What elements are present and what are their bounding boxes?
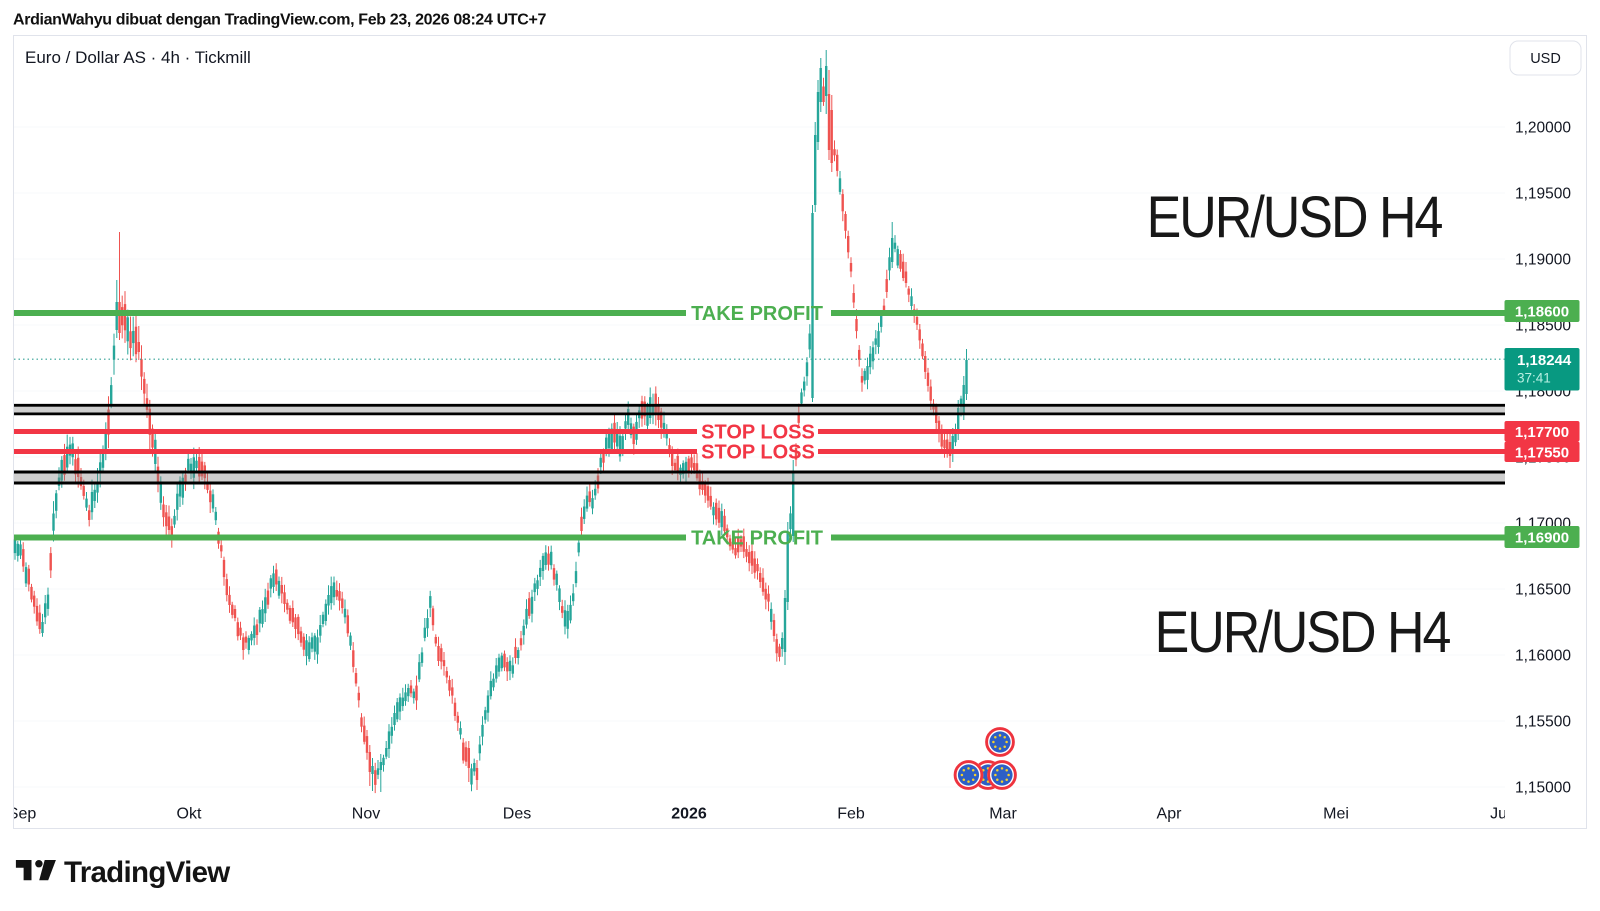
svg-text:Des: Des bbox=[503, 806, 531, 823]
svg-text:TAKE PROFIT: TAKE PROFIT bbox=[691, 303, 823, 325]
svg-text:37:41: 37:41 bbox=[1517, 371, 1551, 386]
svg-text:1,15000: 1,15000 bbox=[1515, 780, 1571, 797]
svg-text:1,16500: 1,16500 bbox=[1515, 582, 1571, 599]
svg-text:Nov: Nov bbox=[352, 806, 380, 823]
svg-text:USD: USD bbox=[1530, 51, 1561, 67]
svg-text:1,19500: 1,19500 bbox=[1515, 186, 1571, 203]
svg-text:1,16000: 1,16000 bbox=[1515, 648, 1571, 665]
svg-text:Mei: Mei bbox=[1323, 806, 1349, 823]
svg-text:Apr: Apr bbox=[1157, 806, 1183, 823]
svg-text:STOP LOSS: STOP LOSS bbox=[701, 442, 815, 464]
svg-text:Sep: Sep bbox=[8, 806, 37, 823]
svg-text:2026: 2026 bbox=[671, 806, 707, 823]
svg-text:TradingView: TradingView bbox=[64, 856, 230, 889]
svg-text:1,18600: 1,18600 bbox=[1515, 304, 1569, 321]
svg-text:1,17550: 1,17550 bbox=[1515, 445, 1569, 462]
svg-text:EUR/USD H4: EUR/USD H4 bbox=[1147, 184, 1443, 249]
svg-text:Euro / Dollar AS · 4h · Tickmi: Euro / Dollar AS · 4h · Tickmill bbox=[25, 48, 251, 67]
svg-text:Mar: Mar bbox=[989, 806, 1017, 823]
svg-text:ArdianWahyu dibuat dengan Trad: ArdianWahyu dibuat dengan TradingView.co… bbox=[13, 12, 546, 29]
svg-text:Jun: Jun bbox=[1490, 806, 1516, 823]
svg-text:1,19000: 1,19000 bbox=[1515, 252, 1571, 269]
svg-text:STOP LOSS: STOP LOSS bbox=[701, 422, 815, 444]
svg-text:1,18244: 1,18244 bbox=[1517, 352, 1572, 369]
svg-text:EUR/USD H4: EUR/USD H4 bbox=[1155, 599, 1451, 664]
svg-text:1,20000: 1,20000 bbox=[1515, 120, 1571, 137]
svg-text:1,15500: 1,15500 bbox=[1515, 714, 1571, 731]
svg-text:Okt: Okt bbox=[177, 806, 202, 823]
svg-text:TAKE PROFIT: TAKE PROFIT bbox=[691, 528, 823, 550]
svg-text:1,16900: 1,16900 bbox=[1515, 530, 1569, 547]
svg-text:Feb: Feb bbox=[837, 806, 865, 823]
svg-text:1,17700: 1,17700 bbox=[1515, 424, 1569, 441]
